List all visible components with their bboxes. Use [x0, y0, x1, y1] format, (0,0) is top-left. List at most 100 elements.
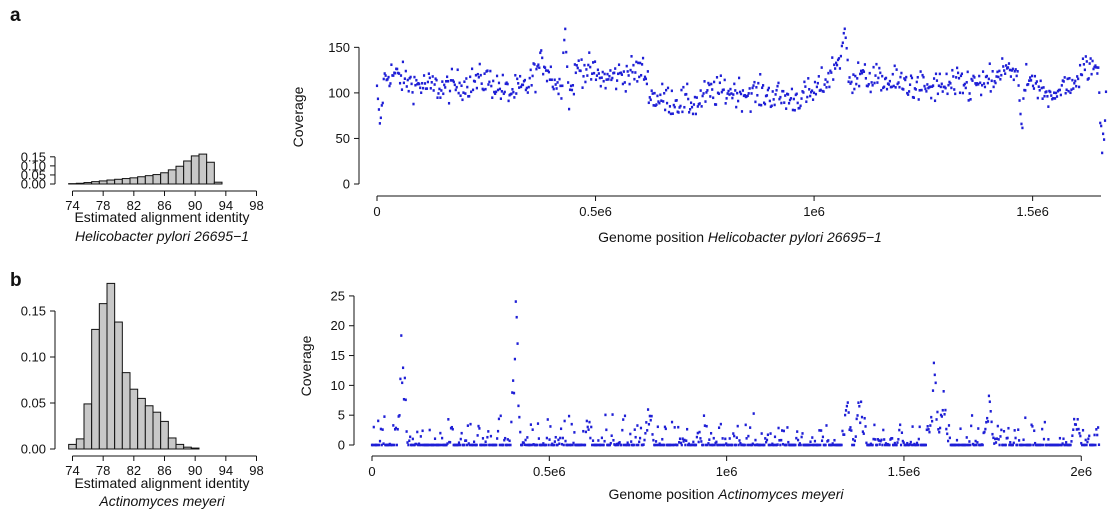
coverage-b-point — [1087, 437, 1090, 441]
coverage-a-point — [545, 79, 549, 83]
coverage-b-point — [1018, 439, 1021, 442]
hist-a-bar — [98, 180, 108, 185]
coverage-b-point — [560, 442, 564, 446]
coverage-a-point — [777, 81, 780, 85]
coverage-a-point — [1091, 59, 1094, 63]
coverage-b-point — [396, 427, 399, 431]
coverage-a-point — [1101, 151, 1104, 155]
coverage-a-point — [409, 75, 412, 79]
coverage-a-point — [914, 88, 917, 91]
coverage-b-point — [503, 438, 506, 442]
coverage-b-point — [378, 443, 381, 447]
cov-a-x-tick-label: 0 — [373, 204, 380, 219]
cov-a-x-tick-label: 1e6 — [803, 204, 825, 219]
coverage-a-point — [974, 82, 977, 85]
coverage-a-point — [1097, 66, 1100, 69]
coverage-a-point — [580, 58, 583, 61]
coverage-b-point — [1013, 429, 1016, 432]
coverage-a-point — [548, 78, 551, 82]
coverage-b-point — [1004, 443, 1007, 447]
coverage-a-point — [837, 57, 841, 60]
coverage-a-point — [402, 81, 405, 85]
coverage-a-point — [937, 84, 940, 88]
coverage-b-point — [977, 427, 980, 430]
coverage-a-point — [586, 74, 589, 77]
coverage-a-point — [465, 77, 468, 80]
coverage-a-point — [835, 61, 838, 65]
coverage-b-point — [847, 411, 850, 414]
coverage-b-point — [459, 437, 462, 441]
coverage-b-point — [401, 381, 404, 385]
coverage-a-point — [506, 82, 509, 86]
coverage-a-point — [1009, 75, 1013, 78]
hist-b-bar — [129, 388, 139, 450]
coverage-b-point — [1032, 443, 1035, 447]
coverage-a-point — [824, 78, 827, 81]
coverage-a-point — [421, 81, 424, 85]
coverage-a-point — [845, 46, 848, 50]
coverage-a-point — [814, 92, 818, 96]
coverage-a-point — [1018, 99, 1021, 102]
coverage-b-point — [489, 434, 493, 438]
coverage-a-point — [827, 71, 830, 75]
coverage-a-point — [858, 84, 861, 88]
coverage-b-point — [684, 443, 687, 447]
coverage-a-point — [752, 84, 755, 87]
coverage-a-point — [704, 100, 707, 103]
coverage-a-point — [665, 101, 669, 105]
coverage-a-point — [517, 82, 520, 85]
coverage-b-point — [744, 423, 747, 427]
coverage-b-point — [970, 424, 973, 428]
coverage-a-point — [496, 88, 500, 92]
coverage-a-point — [566, 65, 569, 68]
hist-a-x-tick-label: 82 — [127, 198, 141, 213]
hist-a-x-tick-label: 86 — [157, 198, 171, 213]
hist-b-x-tick-label: 94 — [219, 463, 233, 478]
coverage-a-point — [516, 77, 519, 81]
coverage-a-point — [650, 89, 653, 92]
coverage-b-point — [611, 413, 614, 416]
coverage-a-point — [763, 102, 767, 106]
coverage-a-point — [895, 68, 898, 71]
coverage-b-point — [428, 428, 431, 432]
coverage-b-point — [628, 443, 631, 447]
coverage-a-point — [783, 101, 786, 104]
coverage-a-point — [571, 84, 575, 87]
coverage-b-point — [587, 428, 590, 431]
hist-b-bar — [137, 397, 146, 450]
coverage-a-point — [890, 85, 893, 89]
coverage-b-point — [1014, 436, 1017, 440]
coverage-a-point — [613, 71, 616, 75]
coverage-a-point — [382, 77, 385, 81]
coverage-b-point — [677, 425, 680, 429]
coverage-b-point — [572, 441, 575, 445]
coverage-b-point — [964, 443, 967, 447]
coverage-b-point — [754, 438, 757, 442]
coverage-a-point — [550, 78, 553, 82]
coverage-b-point — [661, 437, 664, 441]
coverage-b-point — [931, 419, 934, 423]
coverage-a-point — [1002, 65, 1005, 68]
hist-b-y-tick-label: 0.10 — [21, 350, 46, 365]
coverage-a-point — [624, 90, 627, 93]
coverage-a-point — [1033, 74, 1037, 78]
coverage-a-point — [413, 75, 416, 79]
coverage-b-point — [721, 437, 724, 440]
coverage-b-point — [427, 443, 430, 447]
coverage-a-point — [575, 64, 578, 67]
coverage-a-point — [904, 78, 907, 82]
coverage-b-point — [656, 425, 659, 429]
coverage-a-point — [637, 61, 640, 65]
coverage-a-point — [863, 63, 867, 66]
coverage-b-point — [899, 443, 903, 447]
coverage-b-point — [830, 443, 833, 447]
hist-a-bar — [190, 155, 200, 185]
coverage-b-point — [958, 443, 961, 447]
coverage-b-point — [634, 435, 637, 439]
coverage-b-point — [1060, 443, 1063, 447]
coverage-b-axes: 0 5 10 15 20 25 0 0.5e6 1e6 1.5e6 2e6 — [331, 288, 1093, 479]
coverage-a-point — [664, 108, 667, 112]
coverage-a-point — [551, 85, 554, 89]
coverage-a-point — [401, 60, 405, 64]
coverage-a-point — [1104, 90, 1108, 94]
